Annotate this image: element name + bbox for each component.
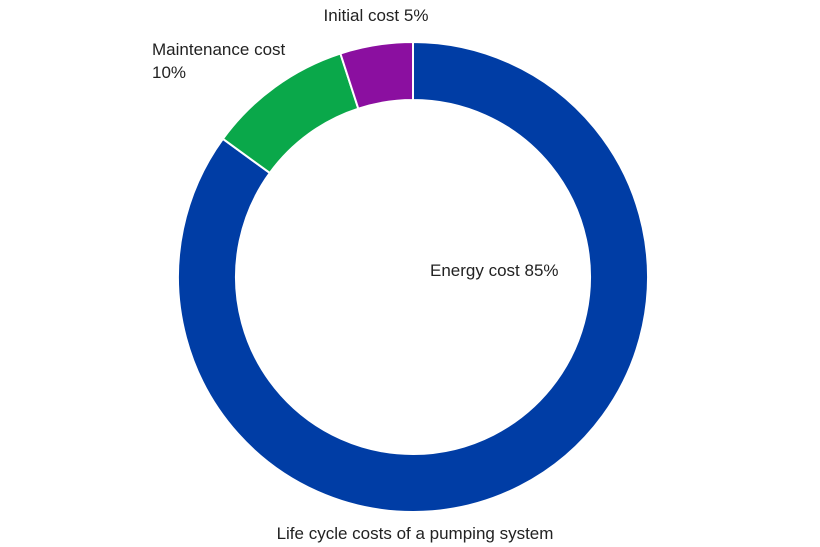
slice-label: Maintenance cost 10% [152, 40, 286, 82]
slice-label: Initial cost 5% [324, 6, 429, 25]
slice-value: 85% [525, 261, 559, 280]
slice-value: 10% [152, 63, 186, 82]
donut-segment [177, 40, 649, 513]
slice-label: Energy cost 85% [430, 261, 559, 280]
chart-title: Life cycle costs of a pumping system [277, 524, 554, 543]
slice-name: Maintenance cost [152, 40, 286, 59]
slice-value: 5% [404, 6, 429, 25]
slice-name: Initial cost [324, 6, 400, 25]
slice-name: Energy cost [430, 261, 520, 280]
donut-segment [339, 40, 414, 110]
